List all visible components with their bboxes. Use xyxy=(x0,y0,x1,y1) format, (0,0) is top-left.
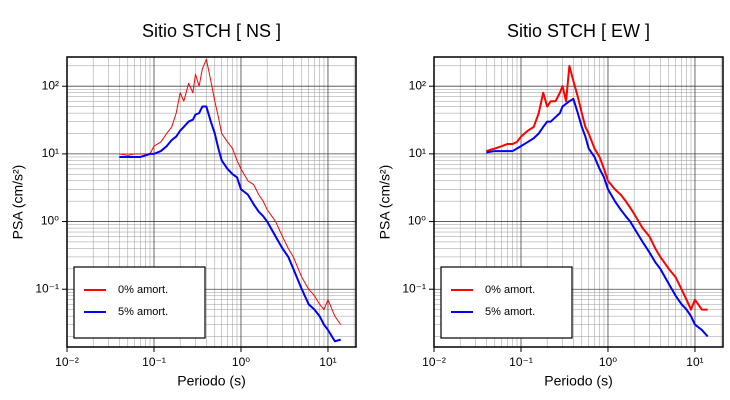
chart-title: Sitio STCH [ EW ] xyxy=(507,21,650,41)
x-tick-label: 10⁻¹ xyxy=(142,355,166,369)
series-line xyxy=(486,64,708,311)
x-tick-label: 10⁻¹ xyxy=(509,355,533,369)
y-tick-label: 10² xyxy=(42,78,59,92)
x-tick-label: 10¹ xyxy=(686,355,703,369)
legend-box xyxy=(73,266,206,339)
series-line xyxy=(119,58,342,325)
x-tick-label: 10⁰ xyxy=(232,355,250,369)
y-tick-label: 10⁰ xyxy=(41,214,59,228)
x-axis-label: Periodo (s) xyxy=(544,373,612,389)
x-tick-label: 10⁻² xyxy=(422,355,446,369)
y-tick-label: 10⁻¹ xyxy=(35,281,59,295)
y-tick-label: 10¹ xyxy=(42,146,59,160)
legend-label: 0% amort. xyxy=(485,284,535,296)
x-axis-label: Periodo (s) xyxy=(177,373,245,389)
chart: 10⁻² 10⁻¹ 10⁰ 10¹ 10⁻¹ 10⁰ 10¹ 10² Sitio STCH [ … xyxy=(10,21,357,389)
legend-box xyxy=(440,266,573,339)
plot-frame xyxy=(433,56,724,348)
y-axis-label: PSA (cm/s²) xyxy=(377,165,393,240)
y-tick-label: 10¹ xyxy=(409,146,426,160)
x-tick-label: 10⁰ xyxy=(599,355,617,369)
series-line xyxy=(119,105,341,343)
y-axis-label: PSA (cm/s²) xyxy=(10,165,26,240)
chart: 10⁻² 10⁻¹ 10⁰ 10¹ 10⁻¹ 10⁰ 10¹ 10² Sitio STCH [ … xyxy=(377,21,724,389)
x-tick-label: 10¹ xyxy=(319,355,336,369)
legend-label: 5% amort. xyxy=(485,306,535,318)
plot-frame xyxy=(66,56,357,348)
chart-title: Sitio STCH [ NS ] xyxy=(142,21,281,41)
series-line xyxy=(486,97,709,338)
x-tick-label: 10⁻² xyxy=(55,355,79,369)
legend-label: 5% amort. xyxy=(118,306,168,318)
y-tick-label: 10² xyxy=(409,78,426,92)
y-tick-label: 10⁰ xyxy=(408,214,426,228)
legend-label: 0% amort. xyxy=(118,284,168,296)
y-tick-label: 10⁻¹ xyxy=(402,281,426,295)
